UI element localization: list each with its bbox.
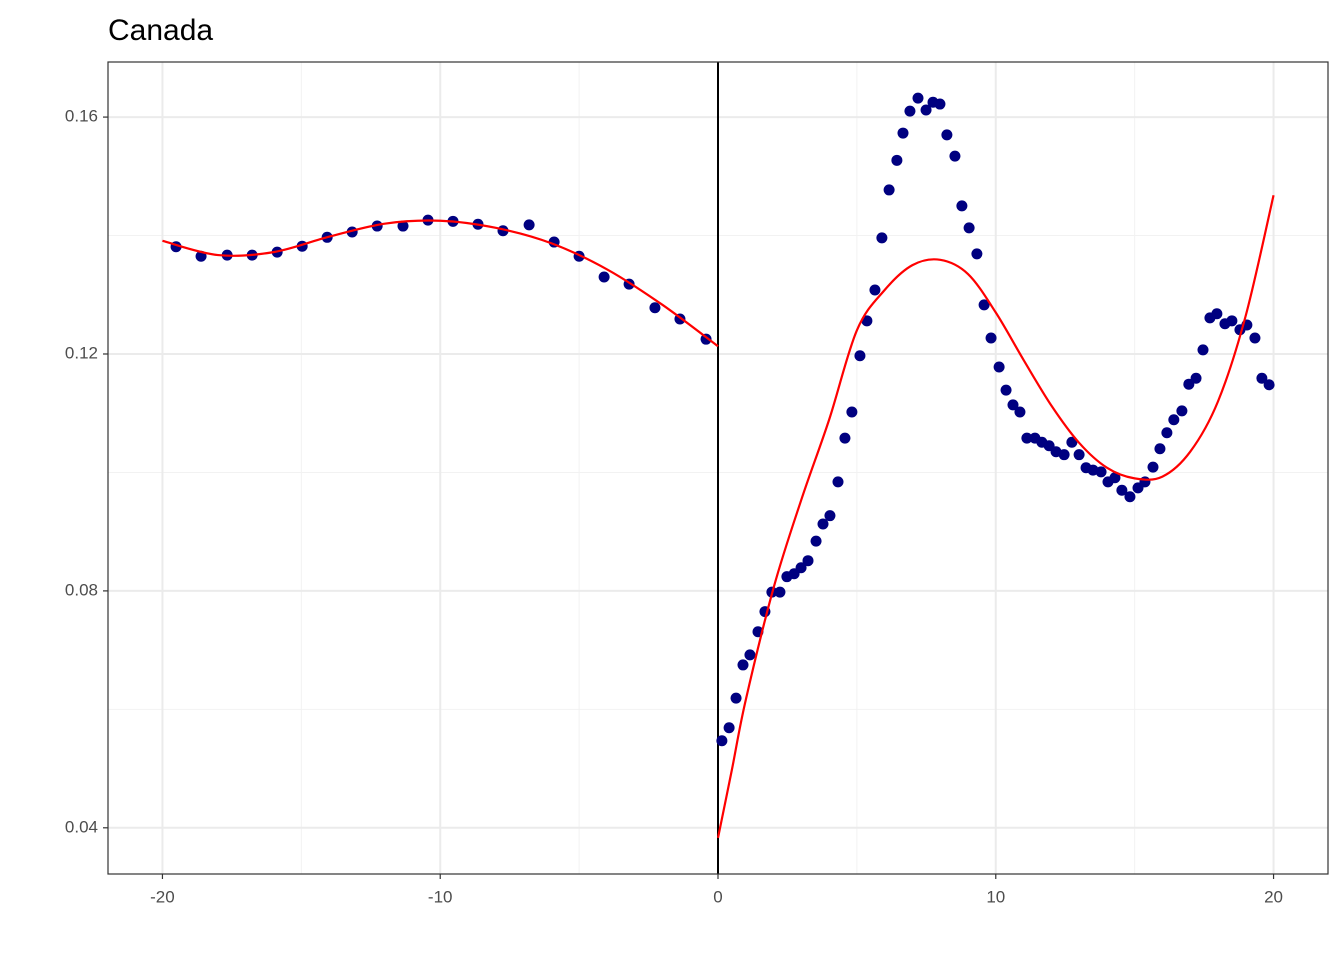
point <box>839 432 851 444</box>
point <box>883 184 895 196</box>
panel-border <box>107 61 1329 875</box>
point <box>1109 472 1121 484</box>
point <box>1007 399 1019 411</box>
point <box>934 98 946 110</box>
plot-area <box>162 62 1275 874</box>
point <box>949 150 961 162</box>
point <box>774 586 786 598</box>
point <box>1066 436 1078 448</box>
point <box>817 518 829 530</box>
point <box>1000 384 1012 396</box>
point <box>876 232 888 244</box>
point <box>1226 315 1238 327</box>
point <box>978 299 990 311</box>
point <box>956 200 968 212</box>
y-tick-label: 0.04 <box>65 817 98 836</box>
point <box>1124 491 1136 503</box>
y-tick-label: 0.08 <box>65 580 98 599</box>
point <box>897 127 909 139</box>
chart-title: Canada <box>108 14 213 47</box>
point <box>904 105 916 117</box>
point <box>941 129 953 141</box>
point <box>1263 379 1275 391</box>
point <box>737 659 749 671</box>
point <box>832 476 844 488</box>
fit-line <box>162 219 719 348</box>
point <box>846 406 858 418</box>
point <box>1139 476 1151 488</box>
x-tick-label: -20 <box>150 887 175 906</box>
point <box>1073 449 1085 461</box>
point <box>523 219 535 231</box>
point <box>1014 406 1026 418</box>
point <box>854 350 866 362</box>
y-tick-label: 0.12 <box>65 343 98 362</box>
point <box>1058 449 1070 461</box>
point <box>869 284 881 296</box>
point <box>1249 332 1261 344</box>
point <box>744 649 756 661</box>
point <box>730 692 742 704</box>
x-tick-label: 0 <box>713 887 722 906</box>
point <box>649 302 661 314</box>
x-tick-label: 20 <box>1264 887 1283 906</box>
point <box>810 535 822 547</box>
point <box>912 92 924 104</box>
x-tick-label: 10 <box>986 887 1005 906</box>
point <box>891 154 903 166</box>
point <box>993 361 1005 373</box>
y-tick-label: 0.16 <box>65 107 98 126</box>
point <box>1190 372 1202 384</box>
point <box>1161 427 1173 439</box>
point <box>1021 432 1033 444</box>
point <box>598 271 610 283</box>
point <box>1116 484 1128 496</box>
point <box>795 562 807 574</box>
point <box>716 735 728 747</box>
point <box>985 332 997 344</box>
x-tick-label: -10 <box>428 887 453 906</box>
axes: -20 -10 0 10 20 0.04 0.08 0.12 0.16 <box>65 61 1329 906</box>
point <box>1176 405 1188 417</box>
point <box>1211 308 1223 320</box>
point <box>920 104 932 116</box>
point <box>971 248 983 260</box>
point <box>824 510 836 522</box>
point <box>1147 461 1159 473</box>
point <box>1168 414 1180 426</box>
point <box>1154 443 1166 455</box>
point <box>1197 344 1209 356</box>
fit-line <box>716 195 1275 839</box>
point <box>723 722 735 734</box>
point <box>802 555 814 567</box>
point <box>963 222 975 234</box>
point <box>1095 466 1107 478</box>
point <box>397 220 409 232</box>
point <box>1256 372 1268 384</box>
